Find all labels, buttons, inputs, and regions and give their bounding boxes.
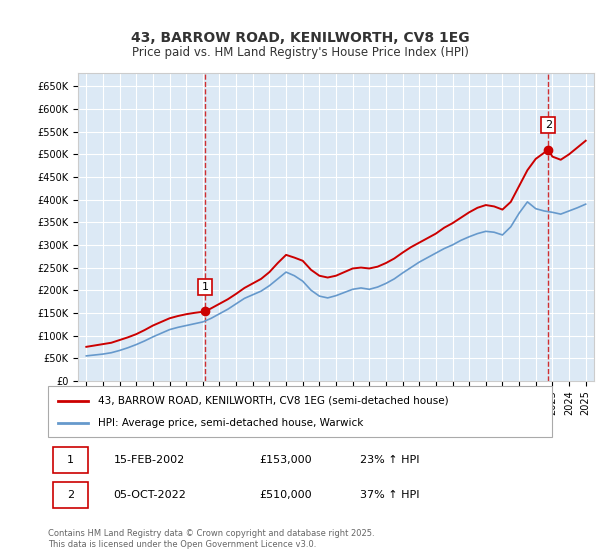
Text: HPI: Average price, semi-detached house, Warwick: HPI: Average price, semi-detached house,… [98, 418, 364, 428]
Text: 05-OCT-2022: 05-OCT-2022 [113, 490, 187, 500]
Text: 43, BARROW ROAD, KENILWORTH, CV8 1EG: 43, BARROW ROAD, KENILWORTH, CV8 1EG [131, 31, 469, 45]
Text: 23% ↑ HPI: 23% ↑ HPI [361, 455, 420, 465]
Text: 37% ↑ HPI: 37% ↑ HPI [361, 490, 420, 500]
Text: £510,000: £510,000 [260, 490, 313, 500]
FancyBboxPatch shape [53, 447, 88, 473]
Text: £153,000: £153,000 [260, 455, 313, 465]
Text: Contains HM Land Registry data © Crown copyright and database right 2025.
This d: Contains HM Land Registry data © Crown c… [48, 529, 374, 549]
Text: 1: 1 [202, 282, 208, 292]
FancyBboxPatch shape [53, 482, 88, 508]
Text: 15-FEB-2002: 15-FEB-2002 [113, 455, 185, 465]
FancyBboxPatch shape [48, 386, 552, 437]
Text: 2: 2 [67, 490, 74, 500]
Text: 2: 2 [545, 120, 552, 130]
Text: 43, BARROW ROAD, KENILWORTH, CV8 1EG (semi-detached house): 43, BARROW ROAD, KENILWORTH, CV8 1EG (se… [98, 395, 449, 405]
Text: Price paid vs. HM Land Registry's House Price Index (HPI): Price paid vs. HM Land Registry's House … [131, 46, 469, 59]
Text: 1: 1 [67, 455, 74, 465]
